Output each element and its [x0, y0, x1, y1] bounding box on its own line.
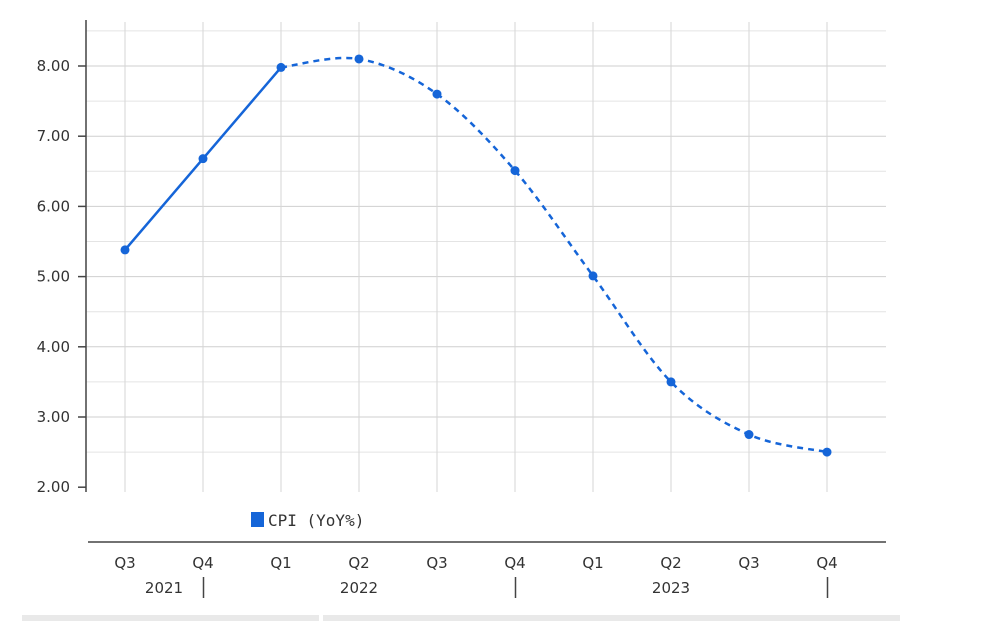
- y-tick-label: 7.00: [37, 127, 70, 145]
- data-point: [198, 154, 208, 164]
- legend-swatch: [251, 512, 264, 527]
- y-tick-label: 3.00: [37, 408, 70, 426]
- series-line-forecast: [280, 56, 828, 454]
- series-lines: [124, 56, 828, 454]
- x-tick-label: Q3: [426, 554, 447, 572]
- x-year-label: 2022: [340, 579, 378, 597]
- y-tick-label: 6.00: [37, 197, 70, 215]
- scrollbar-left-track[interactable]: [22, 615, 319, 621]
- y-axis-ticks: 2.00 3.00 4.00 5.00 6.00 7.00 8.00: [37, 57, 86, 496]
- x-tick-label: Q2: [348, 554, 369, 572]
- x-tick-label: Q1: [270, 554, 291, 572]
- legend-label: CPI (YoY%): [268, 511, 364, 530]
- data-point: [276, 62, 286, 72]
- y-tick-label: 4.00: [37, 338, 70, 356]
- data-point: [510, 166, 520, 176]
- x-tick-label: Q1: [582, 554, 603, 572]
- x-tick-label: Q3: [738, 554, 759, 572]
- y-tick-label: 5.00: [37, 268, 70, 286]
- x-year-label: 2023: [652, 579, 690, 597]
- scrollbar-right-track[interactable]: [323, 615, 900, 621]
- axes: [85, 20, 886, 543]
- x-axis-ticks: Q3 Q4 Q1 Q2 Q3 Q4 Q1 Q2 Q3 Q4 2021 2022 2023: [114, 554, 838, 598]
- data-point: [588, 271, 598, 281]
- x-tick-label: Q4: [504, 554, 525, 572]
- x-tick-label: Q2: [660, 554, 681, 572]
- x-tick-label: Q4: [816, 554, 837, 572]
- data-point: [354, 54, 364, 64]
- data-points: [120, 54, 832, 457]
- legend[interactable]: CPI (YoY%): [251, 511, 364, 530]
- data-point: [744, 430, 754, 440]
- data-point: [120, 245, 130, 255]
- data-point: [432, 89, 442, 99]
- data-point: [822, 447, 832, 457]
- y-tick-label: 2.00: [37, 478, 70, 496]
- x-tick-label: Q4: [192, 554, 213, 572]
- grid-lines: [86, 22, 886, 492]
- x-tick-label: Q3: [114, 554, 135, 572]
- y-tick-label: 8.00: [37, 57, 70, 75]
- data-point: [666, 377, 676, 387]
- x-year-label: 2021: [145, 579, 183, 597]
